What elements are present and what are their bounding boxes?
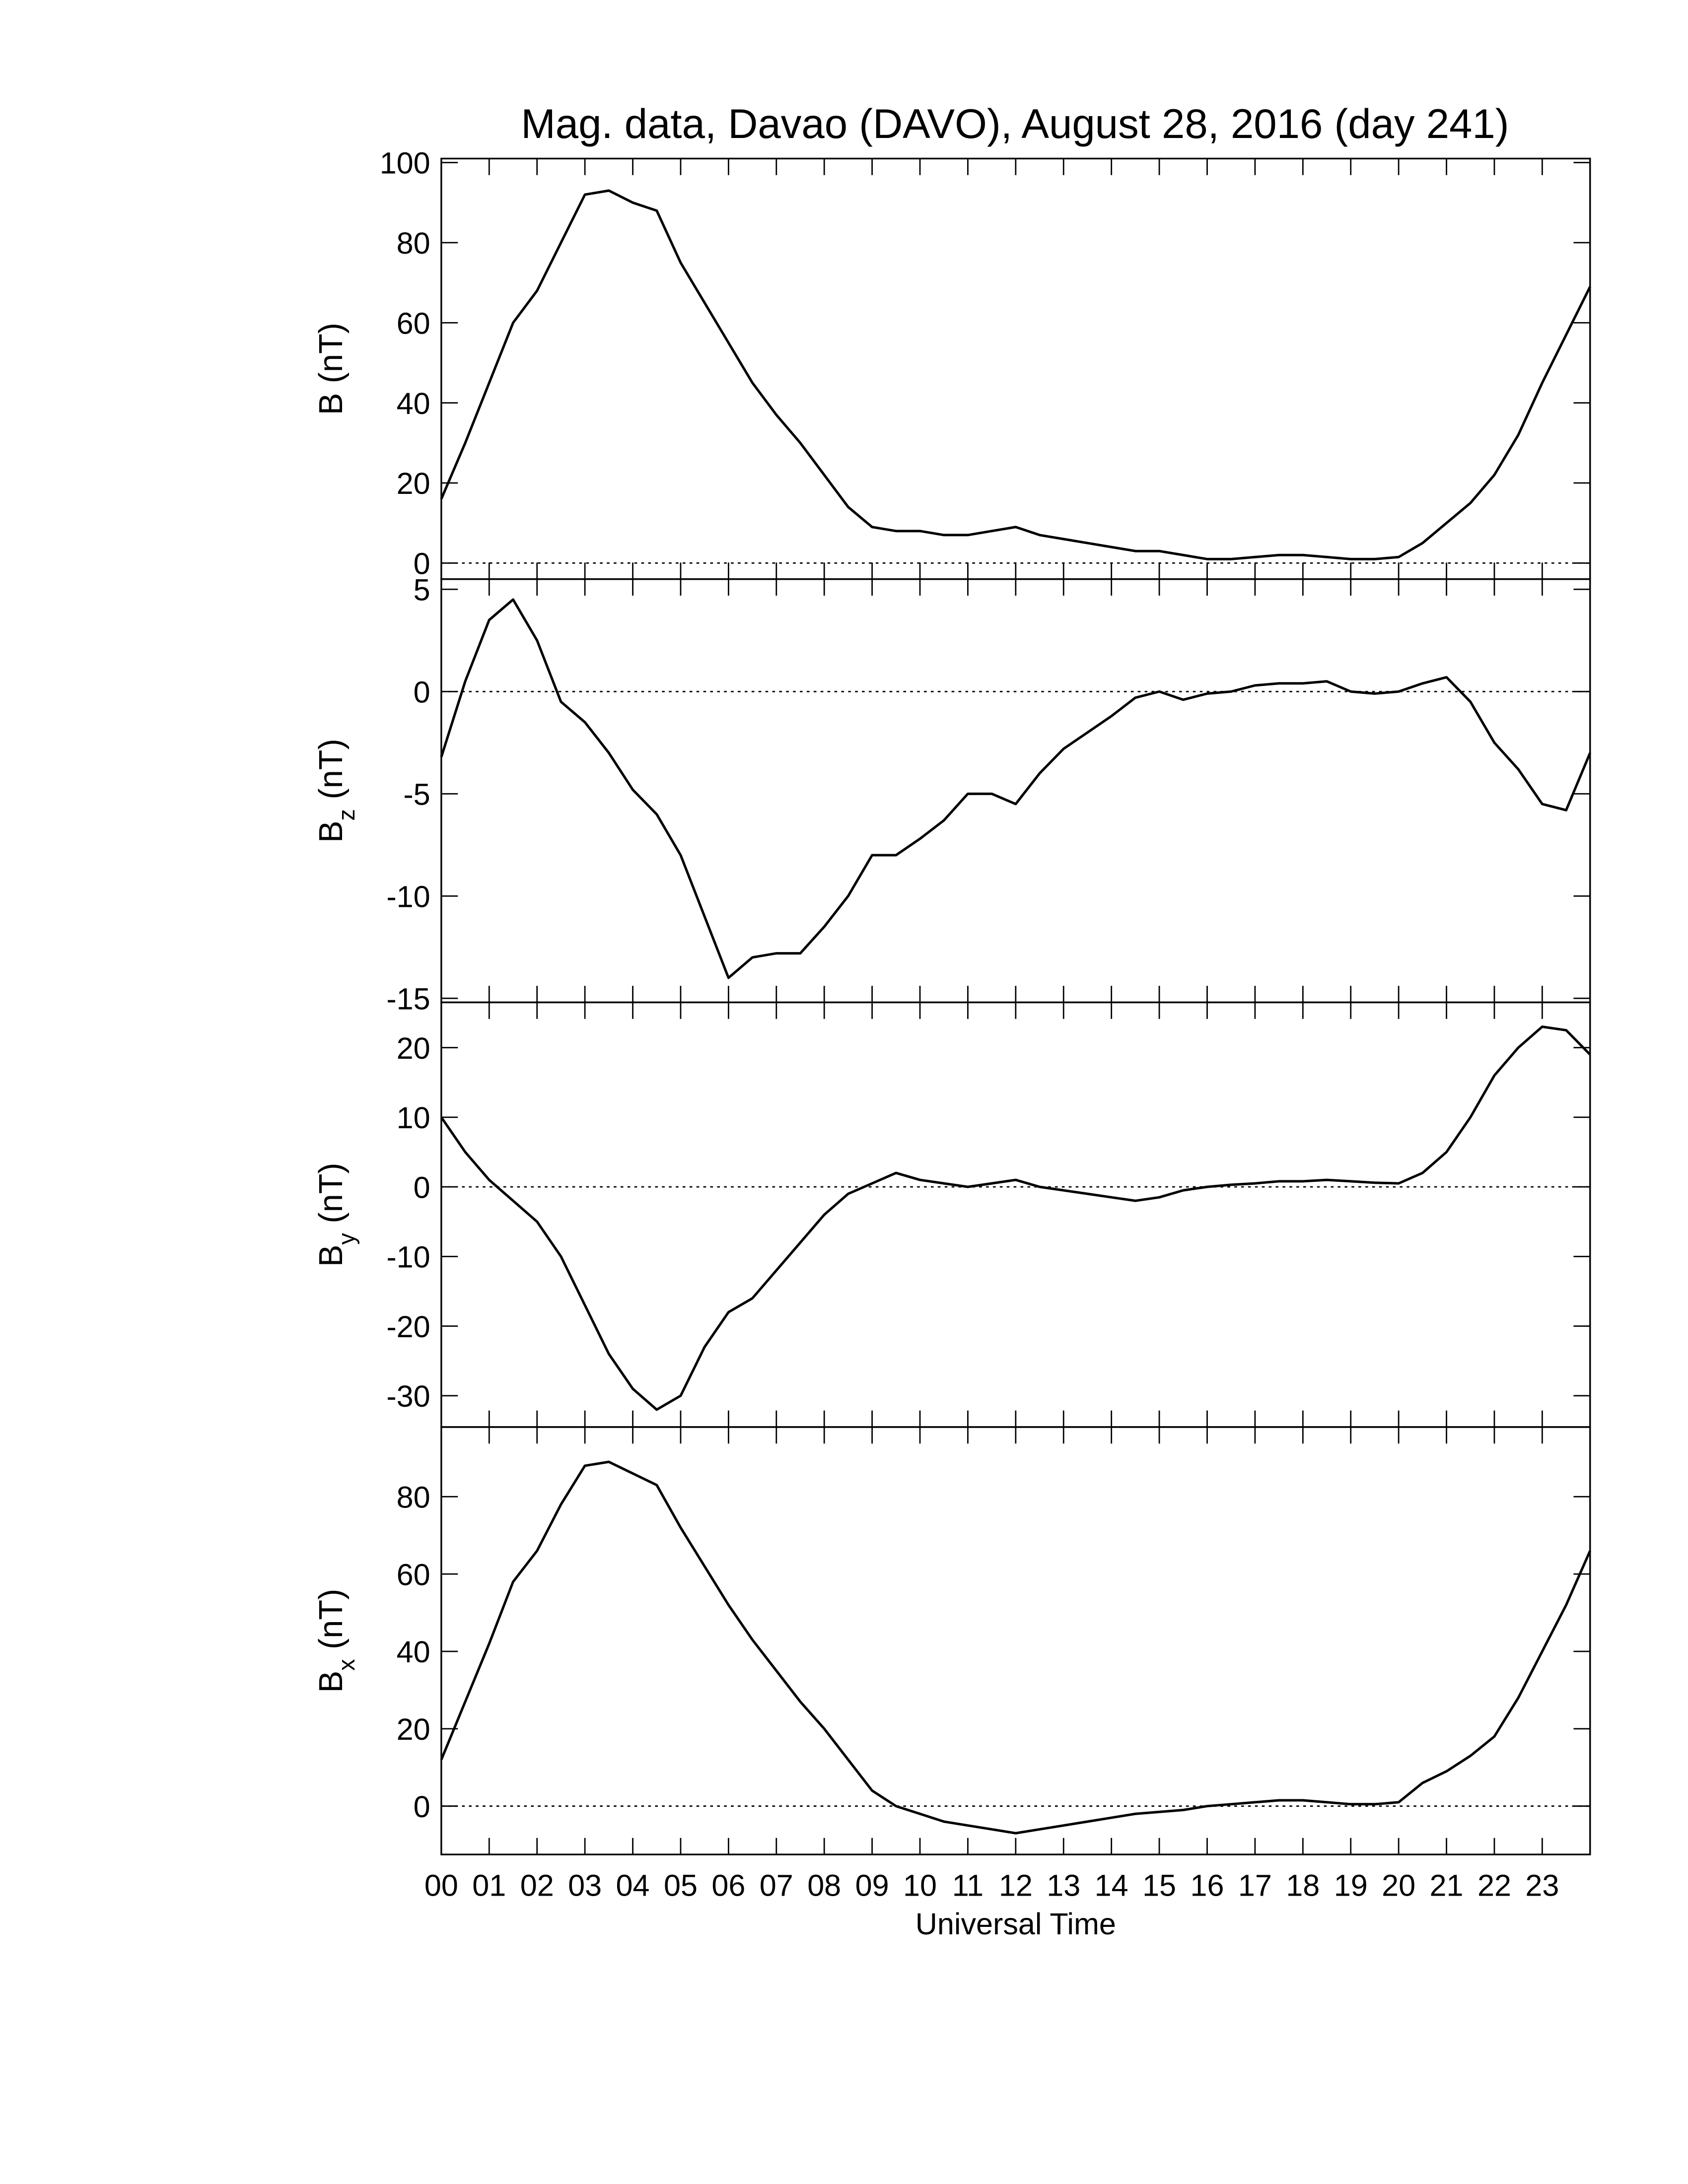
x-tick-label: 04 <box>616 1868 650 1902</box>
y-tick-label: -10 <box>386 880 430 913</box>
x-tick-label: 11 <box>952 1868 984 1902</box>
y-axis-label: Bx (nT) <box>313 1589 360 1693</box>
x-tick-label: 20 <box>1382 1868 1415 1902</box>
x-tick-label: 15 <box>1142 1868 1176 1902</box>
x-tick-label: 14 <box>1095 1868 1128 1902</box>
y-label-unit: (nT) <box>313 1162 350 1223</box>
x-tick-label: 23 <box>1525 1868 1559 1902</box>
y-tick-label: 0 <box>414 1790 430 1824</box>
x-tick-label: 05 <box>664 1868 698 1902</box>
y-tick-label: 60 <box>397 306 430 340</box>
x-axis-label: Universal Time <box>915 1907 1116 1941</box>
x-tick-label: 13 <box>1047 1868 1080 1902</box>
y-tick-label: -5 <box>403 777 430 811</box>
y-tick-label: 60 <box>397 1558 430 1591</box>
y-label-subscript: y <box>334 1233 360 1245</box>
x-tick-label: 06 <box>711 1868 745 1902</box>
y-tick-label: -15 <box>386 982 430 1016</box>
y-tick-label: 20 <box>397 467 430 500</box>
x-tick-label: 09 <box>855 1868 889 1902</box>
y-axis-label: B (nT) <box>313 323 350 415</box>
y-tick-label: 80 <box>397 1480 430 1514</box>
data-line <box>440 1025 1591 1411</box>
y-tick-label: 40 <box>397 387 430 420</box>
y-label-unit: (nT) <box>313 323 350 383</box>
x-tick-label: 00 <box>424 1868 458 1902</box>
data-line <box>440 189 1592 560</box>
y-tick-label: 10 <box>397 1101 430 1135</box>
y-axis-label: Bz (nT) <box>313 739 360 843</box>
y-label-main: B <box>313 1671 350 1693</box>
y-tick-label: 80 <box>397 226 430 260</box>
y-label-subscript: z <box>334 809 360 821</box>
y-label-main: B <box>313 393 350 415</box>
y-tick-label: 40 <box>397 1635 430 1669</box>
x-tick-label: 01 <box>472 1868 506 1902</box>
y-tick-label: -10 <box>386 1240 430 1274</box>
y-label-subscript: x <box>334 1659 360 1671</box>
y-tick-label: 0 <box>414 675 430 709</box>
x-tick-label: 03 <box>568 1868 602 1902</box>
x-tick-label: 16 <box>1190 1868 1224 1902</box>
y-tick-label: 0 <box>414 1170 430 1204</box>
x-tick-label: 12 <box>999 1868 1033 1902</box>
y-label-unit: (nT) <box>313 739 350 799</box>
x-tick-label: 02 <box>520 1868 554 1902</box>
x-tick-label: 07 <box>760 1868 793 1902</box>
x-tick-label: 10 <box>903 1868 937 1902</box>
chart-title: Mag. data, Davao (DAVO), August 28, 2016… <box>521 101 1509 147</box>
x-tick-label: 21 <box>1430 1868 1464 1902</box>
y-label-main: B <box>313 820 350 842</box>
y-tick-label: 0 <box>414 547 430 581</box>
x-tick-label: 17 <box>1238 1868 1272 1902</box>
data-line <box>440 1460 1592 1835</box>
y-label-main: B <box>313 1245 350 1267</box>
y-tick-label: 20 <box>397 1712 430 1746</box>
y-tick-label: -30 <box>386 1379 430 1413</box>
x-tick-label: 19 <box>1334 1868 1368 1902</box>
x-tick-label: 18 <box>1286 1868 1320 1902</box>
y-tick-label: 100 <box>380 146 430 180</box>
y-tick-label: -20 <box>386 1310 430 1344</box>
y-tick-label: 5 <box>414 573 430 607</box>
data-line <box>440 598 1592 979</box>
x-tick-label: 08 <box>807 1868 841 1902</box>
y-label-unit: (nT) <box>313 1589 350 1649</box>
y-tick-label: 20 <box>397 1031 430 1065</box>
x-tick-label: 22 <box>1477 1868 1511 1902</box>
y-axis-label: By (nT) <box>313 1162 360 1267</box>
